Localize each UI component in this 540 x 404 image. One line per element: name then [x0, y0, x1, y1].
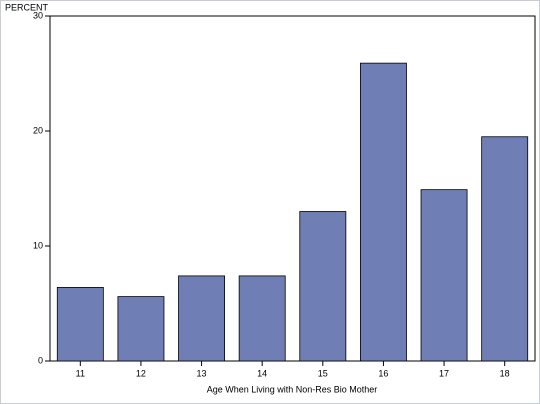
bar [359, 62, 407, 362]
x-tick-label: 13 [197, 368, 207, 378]
bar [420, 189, 468, 362]
y-tick-label: 10 [33, 240, 43, 250]
bar [481, 136, 529, 362]
bar [238, 275, 286, 362]
bar [56, 286, 104, 362]
y-tick-label: 20 [33, 125, 43, 135]
x-tick-label: 16 [378, 368, 388, 378]
y-axis-title: PERCENT [5, 2, 49, 12]
y-tick-label: 30 [33, 10, 43, 20]
x-tick-label: 15 [318, 368, 328, 378]
plot-frame [49, 15, 536, 362]
bar [178, 275, 225, 362]
x-axis-title: Age When Living with Non-Res Bio Mother [207, 384, 378, 394]
y-tick-label: 0 [38, 355, 43, 365]
x-tick-label: 14 [257, 368, 267, 378]
x-tick-label: 18 [500, 368, 510, 378]
x-tick-label: 17 [439, 368, 449, 378]
bar [117, 296, 165, 362]
x-tick-label: 12 [136, 368, 146, 378]
bar [299, 211, 347, 362]
x-tick-label: 11 [76, 368, 85, 378]
